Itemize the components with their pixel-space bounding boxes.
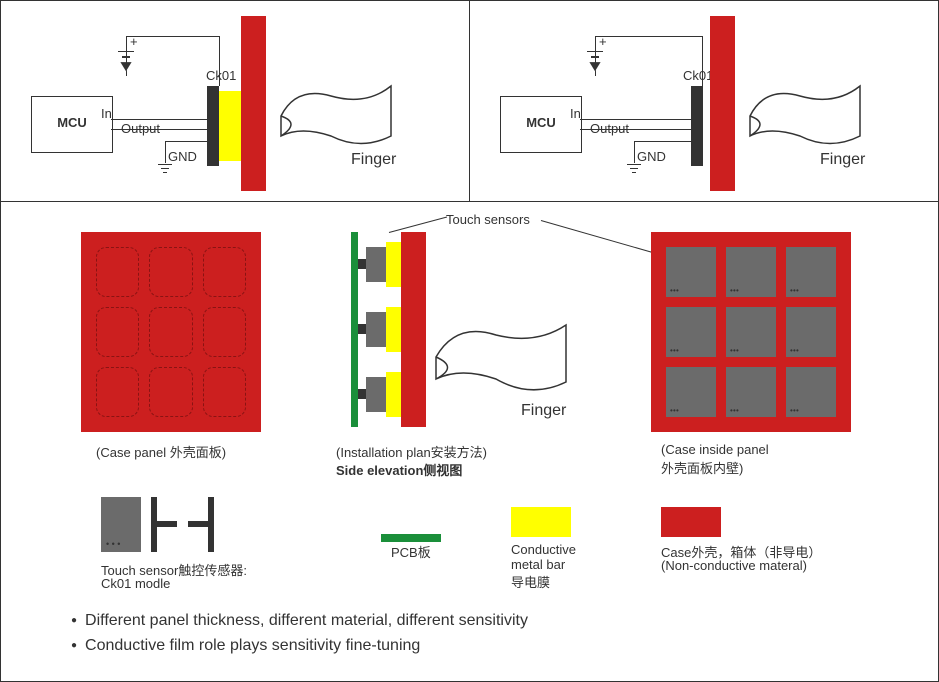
case-legend2: (Non-conductive materal) (661, 558, 807, 573)
ck01-label: Ck01 (683, 68, 713, 83)
finger-label-b: Finger (820, 151, 865, 169)
sensor-chip (786, 307, 836, 357)
ck01-label: Ck01 (206, 68, 236, 83)
case-panel-a (241, 16, 266, 191)
wire (126, 36, 220, 37)
bottom-section: (Case panel 外壳面板) Touch sensors (1, 202, 938, 682)
sensor-black-b (691, 86, 703, 166)
output-label: Output (121, 121, 160, 136)
ground-icon (158, 164, 172, 178)
sensor-legend2: Ck01 modle (101, 576, 170, 591)
side-yellow-3 (386, 372, 401, 417)
dashed-button (149, 367, 192, 417)
wire (634, 141, 635, 163)
sensor-chip (666, 367, 716, 417)
top-row: MCU In Output GND + Ck01 (1, 1, 938, 202)
finger-label-side: Finger (521, 402, 566, 420)
case-inside-label1: (Case inside panel (661, 442, 769, 457)
yellow-swatch (511, 507, 571, 537)
case-panel-outside (81, 232, 261, 432)
side-pcb (351, 232, 358, 427)
dashed-button (149, 247, 192, 297)
dashed-button (203, 367, 246, 417)
wire (111, 119, 211, 120)
side-pin (358, 389, 366, 399)
sensor-chip (666, 307, 716, 357)
side-yellow-2 (386, 307, 401, 352)
sensor-black-a (207, 86, 219, 166)
ground-icon (627, 164, 641, 178)
conductive2: metal bar (511, 557, 565, 572)
side-sensor-3 (366, 377, 386, 412)
wire (634, 141, 695, 142)
battery-ground-icon (590, 63, 600, 71)
bullet1: Different panel thickness, different mat… (71, 612, 528, 630)
sensor-chip (726, 247, 776, 297)
side-yellow-1 (386, 242, 401, 287)
finger-label-a: Finger (351, 151, 396, 169)
dashed-button (203, 307, 246, 357)
battery-long (118, 51, 134, 52)
callout-line-right (541, 220, 666, 257)
plus-label: + (130, 34, 138, 49)
mcu-box-a: MCU (31, 96, 113, 153)
output-label: Output (590, 121, 629, 136)
pcb-swatch (381, 534, 441, 542)
conductive3: 导电膜 (511, 572, 550, 591)
wire (595, 36, 703, 37)
gnd-label: GND (168, 149, 197, 164)
case-panel-inside (651, 232, 851, 432)
install-label: (Installation plan安装方法) (336, 442, 487, 461)
dashed-button (96, 247, 139, 297)
bullet2: Conductive film role plays sensitivity f… (71, 637, 420, 655)
battery-short (122, 56, 130, 58)
callout-line-left (389, 216, 447, 232)
dashed-button (96, 307, 139, 357)
mcu-label: MCU (32, 115, 112, 130)
wire (165, 141, 166, 163)
battery-ground-icon (121, 63, 131, 71)
side-pin (358, 259, 366, 269)
pcb-label: PCB板 (391, 542, 431, 561)
case-panel-label: (Case panel 外壳面板) (96, 442, 226, 461)
dashed-button (149, 307, 192, 357)
sensor-chip (726, 307, 776, 357)
plus-label: + (599, 34, 607, 49)
diagram-canvas: MCU In Output GND + Ck01 (0, 0, 939, 682)
case-inside-label2: 外壳面板内壁) (661, 458, 743, 477)
battery-long (587, 51, 603, 52)
case-panel-b (710, 16, 735, 191)
mcu-box-b: MCU (500, 96, 582, 153)
dashed-button (203, 247, 246, 297)
conductive1: Conductive (511, 542, 576, 557)
circuit-panel-a: MCU In Output GND + Ck01 (1, 1, 470, 201)
side-case (401, 232, 426, 427)
sensor-chip (726, 367, 776, 417)
side-elevation-label: Side elevation侧视图 (336, 460, 462, 479)
sensor-chip (786, 367, 836, 417)
touch-sensors-label: Touch sensors (446, 212, 530, 227)
red-swatch (661, 507, 721, 537)
circuit-panel-b: MCU In Output GND + Ck01 (470, 1, 938, 201)
sensor-legend-picto: • • • (101, 497, 214, 552)
wire (580, 119, 695, 120)
side-sensor-2 (366, 312, 386, 347)
conductive-bar-a (219, 91, 241, 161)
side-pin (358, 324, 366, 334)
sensor-chip (786, 247, 836, 297)
battery-short (591, 56, 599, 58)
side-sensor-1 (366, 247, 386, 282)
wire (165, 141, 211, 142)
dashed-button (96, 367, 139, 417)
gnd-label: GND (637, 149, 666, 164)
sensor-chip (666, 247, 716, 297)
finger-side (431, 317, 571, 412)
mcu-label: MCU (501, 115, 581, 130)
